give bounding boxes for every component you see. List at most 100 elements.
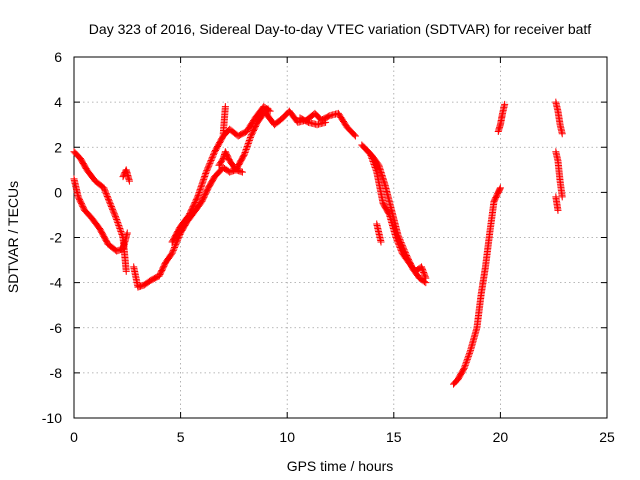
data-point [122, 267, 130, 275]
y-tick-label: 4 [54, 94, 62, 110]
data-point-run [183, 208, 199, 226]
data-point-run [168, 224, 184, 246]
data-point-run [204, 174, 218, 192]
series-arc-7 [219, 103, 229, 138]
data-point-run [215, 156, 226, 169]
data-point-run [552, 193, 562, 213]
y-tick-label: -8 [50, 365, 63, 381]
x-tick-label: 25 [599, 429, 615, 445]
data-point-run [481, 231, 494, 271]
data-point-run [177, 212, 192, 230]
data-point-run [366, 150, 380, 175]
data-point-run [556, 177, 566, 199]
data-point-run [386, 211, 400, 240]
data-point-run [375, 161, 389, 188]
data-point-run [490, 190, 502, 205]
data-point-run [83, 166, 98, 184]
series-arc-13 [449, 184, 504, 388]
data-point-run [202, 149, 218, 176]
data-point-run [234, 128, 249, 140]
series-arc-3 [119, 166, 133, 185]
data-point-run [185, 194, 201, 219]
data-point-run [260, 103, 273, 114]
y-axis-ticks: -10 -8 -6 -4 -2 0 2 4 6 [42, 49, 607, 426]
data-point [125, 177, 133, 185]
data-point-run [296, 114, 311, 126]
series-arc-2 [70, 175, 131, 255]
data-point [123, 229, 131, 237]
data-point-run [70, 148, 83, 161]
data-point-run [379, 200, 393, 218]
data-point [501, 100, 509, 108]
data-point-run [106, 200, 120, 222]
y-tick-label: 0 [54, 184, 62, 200]
data-point-run [334, 109, 350, 130]
data-point-run [343, 123, 358, 139]
data-point-run [113, 215, 127, 240]
series-arc-12 [373, 220, 385, 246]
data-point-run [104, 240, 119, 254]
data-point-run [119, 230, 131, 253]
data-point-run [155, 260, 169, 280]
data-point-run [381, 182, 395, 213]
y-tick-label: -4 [50, 275, 63, 291]
series-arc-10 [360, 143, 430, 287]
data-point [558, 130, 566, 138]
x-tick-label: 20 [493, 429, 509, 445]
series-arc-6 [215, 148, 246, 176]
data-point [322, 118, 330, 126]
data-point [422, 274, 430, 282]
data-point-run [418, 263, 429, 281]
series-arc-9 [296, 114, 330, 129]
data-point-run [486, 199, 498, 237]
data-point-run [87, 213, 103, 231]
series-arc-17 [552, 98, 566, 138]
series-arc-5 [168, 103, 274, 246]
y-tick-label: 6 [54, 49, 62, 65]
data-point-run [140, 277, 153, 289]
x-tick-label: 0 [70, 429, 78, 445]
data-point-run [76, 155, 90, 173]
data-point-run [554, 107, 564, 127]
data-point-run [74, 193, 88, 213]
data-point-run [147, 273, 162, 284]
data-point-run [241, 133, 254, 158]
data-point [221, 103, 229, 111]
data-point-run [373, 168, 387, 206]
data-point-run [415, 274, 429, 286]
y-tick-label: -10 [42, 410, 62, 426]
data-point-run [285, 107, 301, 125]
data-point [266, 107, 274, 115]
x-tick-label: 5 [177, 429, 185, 445]
data-point-run [477, 264, 489, 298]
y-tick-label: 2 [54, 139, 62, 155]
data-point-run [100, 184, 114, 206]
chart-title: Day 323 of 2016, Sidereal Day-to-day VTE… [89, 21, 592, 37]
series-arc-4 [130, 105, 272, 291]
data-point [377, 238, 385, 246]
data-points [70, 98, 566, 388]
series-arc-15 [552, 148, 566, 201]
data-point [351, 132, 359, 140]
data-point-run [449, 377, 461, 388]
data-point-run [96, 224, 111, 247]
series-arc-16 [552, 193, 562, 214]
data-point-run [358, 141, 373, 157]
data-point-run [194, 170, 210, 201]
data-point-run [454, 366, 467, 384]
data-point-run [460, 348, 474, 372]
y-axis-label: SDTVAR / TECUs [5, 181, 21, 293]
y-tick-label: -2 [50, 230, 63, 246]
y-tick-label: -6 [50, 320, 63, 336]
data-point-run [130, 263, 142, 290]
data-point [558, 193, 566, 201]
data-point-run [221, 148, 233, 163]
data-point-run [392, 234, 406, 256]
series-arc-1 [70, 148, 130, 275]
data-point-run [554, 157, 564, 184]
series-arc-11 [358, 141, 430, 282]
data-point-run [192, 199, 205, 214]
data-point-run [270, 115, 286, 129]
data-point-run [81, 206, 94, 220]
